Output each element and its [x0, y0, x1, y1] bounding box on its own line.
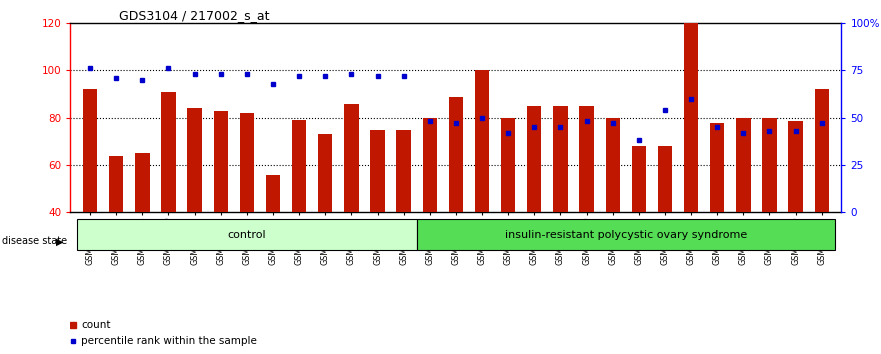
Bar: [292, 120, 307, 212]
Bar: [423, 118, 437, 212]
Bar: [161, 92, 175, 212]
Bar: [135, 153, 150, 212]
Bar: [77, 219, 417, 250]
Bar: [815, 89, 829, 212]
Bar: [658, 146, 672, 212]
Text: count: count: [81, 320, 111, 330]
Bar: [318, 134, 332, 212]
Bar: [448, 97, 463, 212]
Bar: [240, 113, 254, 212]
Bar: [396, 130, 411, 212]
Bar: [344, 103, 359, 212]
Bar: [605, 118, 620, 212]
Text: insulin-resistant polycystic ovary syndrome: insulin-resistant polycystic ovary syndr…: [505, 229, 747, 240]
Bar: [475, 70, 489, 212]
Bar: [213, 110, 228, 212]
Bar: [737, 118, 751, 212]
Text: disease state: disease state: [2, 236, 67, 246]
Bar: [501, 118, 515, 212]
Bar: [580, 106, 594, 212]
Bar: [417, 219, 835, 250]
Bar: [710, 124, 724, 212]
Bar: [788, 121, 803, 212]
Bar: [527, 106, 542, 212]
Bar: [266, 175, 280, 212]
Bar: [762, 118, 777, 212]
Bar: [370, 130, 385, 212]
Bar: [553, 106, 567, 212]
Text: control: control: [227, 229, 266, 240]
Text: GDS3104 / 217002_s_at: GDS3104 / 217002_s_at: [119, 9, 270, 22]
Bar: [632, 146, 646, 212]
Bar: [109, 155, 123, 212]
Bar: [188, 108, 202, 212]
Text: ▶: ▶: [56, 236, 63, 246]
Bar: [83, 89, 97, 212]
Text: percentile rank within the sample: percentile rank within the sample: [81, 336, 257, 346]
Bar: [684, 0, 699, 212]
